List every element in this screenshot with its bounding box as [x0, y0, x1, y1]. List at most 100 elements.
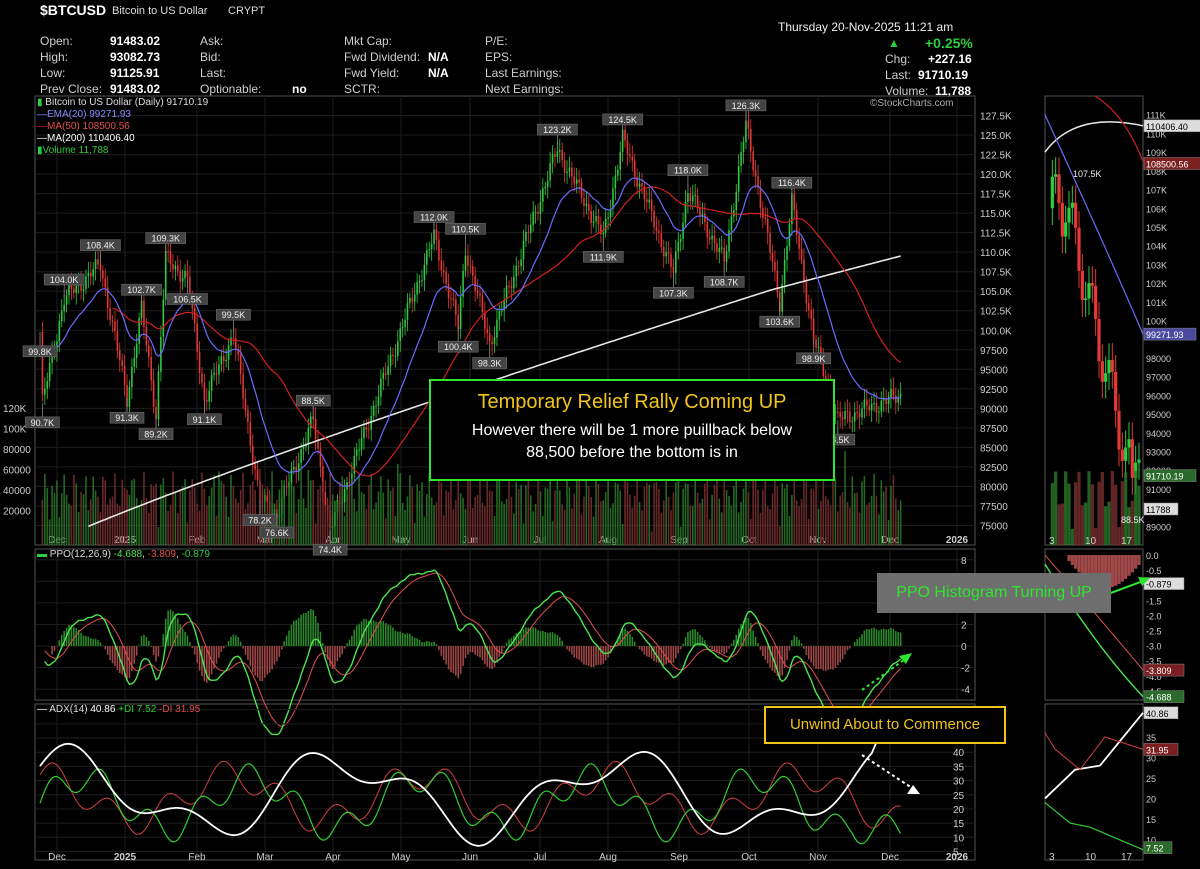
- volume-bar: [542, 515, 544, 545]
- volume-bar: [585, 479, 588, 545]
- candle-body: [474, 275, 476, 291]
- volume-bar: [338, 481, 341, 545]
- volume-bar: [442, 515, 445, 545]
- ppo-hist-bar: [829, 646, 832, 670]
- ppo-hist-bar: [641, 646, 643, 652]
- field-label-0-0: Open:: [40, 34, 73, 48]
- ppo-line: [44, 569, 902, 736]
- field-value-0-1: 93082.73: [110, 50, 161, 64]
- candle-body: [575, 179, 578, 184]
- x-label-adx: Nov: [809, 852, 827, 863]
- side-candle-body: [1080, 270, 1084, 301]
- volume-value: 11,788: [935, 84, 972, 98]
- ppo-signal-line: [44, 572, 902, 727]
- ppo-hist-bar: [428, 641, 431, 647]
- volume-bar: [438, 475, 440, 545]
- price-tick-label: 102.5K: [980, 307, 1012, 318]
- candle-body: [851, 421, 854, 423]
- volume-bar: [745, 477, 747, 545]
- volume-bar: [861, 481, 863, 545]
- price-label-box: [145, 232, 186, 244]
- candle-body: [650, 199, 653, 211]
- relief-body-1: However there will be 1 more puillback b…: [471, 422, 793, 439]
- side-volume-bar: [1114, 484, 1118, 545]
- volume-bar: [479, 474, 481, 545]
- candle-body: [899, 393, 902, 397]
- volume-bar: [866, 504, 868, 545]
- side-candle-body: [1094, 285, 1098, 319]
- side-candle-body: [1090, 283, 1094, 286]
- side-ma200-tag-box: [1143, 119, 1200, 133]
- price-label: 111.9K: [590, 252, 617, 262]
- side-ppo-hist: [1130, 555, 1134, 573]
- volume-bar: [882, 491, 885, 545]
- volume-bar: [365, 508, 368, 545]
- volume-bar: [629, 494, 631, 545]
- ppo-hist-bar: [256, 646, 259, 678]
- side-volume-bar: [1077, 471, 1081, 545]
- price-label-box: [537, 123, 578, 136]
- candle-body: [394, 355, 397, 357]
- ppo-hist-bar: [474, 646, 476, 655]
- candle-body: [218, 364, 220, 375]
- price-tick-label: 92500: [980, 385, 1008, 396]
- volume-bar: [614, 482, 617, 545]
- ppo-hist-bar: [164, 618, 167, 647]
- volume-bar: [488, 490, 491, 545]
- volume-bar: [58, 517, 61, 545]
- ppo-hist-bar: [549, 632, 551, 647]
- candle-body: [837, 411, 839, 413]
- ppo-hist-bar: [268, 646, 271, 673]
- ppo-hist-bar: [215, 646, 218, 664]
- ppo-hist-bar: [694, 629, 696, 647]
- volume-bar: [111, 496, 114, 545]
- candle-body: [293, 467, 295, 470]
- side-candle-body: [1117, 410, 1121, 450]
- volume-bar: [256, 523, 259, 545]
- side-ma200-tag: 110406.40: [1146, 122, 1188, 132]
- ppo-hist-bar: [111, 646, 114, 664]
- volume-bar: [607, 472, 609, 545]
- price-label: 76.6K: [265, 528, 289, 538]
- volume-bar: [244, 509, 247, 545]
- price-tick-label: 105.0K: [980, 287, 1012, 298]
- ppo-hist-bar: [578, 646, 580, 660]
- volume-bar: [851, 476, 854, 545]
- side-x-label: 17: [1121, 536, 1133, 547]
- volume-bar: [621, 523, 624, 545]
- volume-bar: [737, 512, 740, 545]
- volume-bar: [140, 500, 143, 545]
- volume-bar: [539, 491, 542, 545]
- ppo-hist-bar: [150, 646, 152, 647]
- candle-body: [672, 267, 675, 273]
- candle-body: [766, 218, 769, 233]
- volume-bar: [177, 512, 179, 545]
- volume-bar: [573, 493, 576, 545]
- price-label: 99.5K: [222, 310, 246, 320]
- volume-bar: [382, 492, 385, 545]
- volume-bar: [372, 508, 375, 545]
- candle-body: [588, 203, 590, 211]
- price-tick-label: 75000: [980, 521, 1008, 532]
- side-candle-body: [1134, 462, 1138, 478]
- candle-body: [44, 388, 46, 395]
- volume-bar: [314, 523, 317, 545]
- price-tick-label: 107.5K: [980, 268, 1012, 279]
- candle-body: [143, 300, 145, 328]
- field-label-2-3: SCTR:: [344, 82, 380, 96]
- ppo-hist-bar: [665, 646, 667, 665]
- ppo-hist-bar: [397, 631, 399, 647]
- volume-bar: [754, 463, 757, 545]
- price-label-box: [138, 428, 174, 440]
- price-label: 102.7K: [127, 285, 156, 295]
- candle-body: [300, 449, 302, 464]
- ppo-hist-bar: [868, 629, 871, 647]
- side-candle-body: [1057, 174, 1061, 203]
- candle-body: [498, 311, 501, 320]
- candle-body: [646, 199, 648, 203]
- volume-bar: [513, 513, 515, 545]
- candle-body: [614, 175, 617, 189]
- volume-bar: [73, 474, 75, 545]
- price-label-box: [602, 113, 643, 126]
- side-volume-bar: [1134, 470, 1138, 545]
